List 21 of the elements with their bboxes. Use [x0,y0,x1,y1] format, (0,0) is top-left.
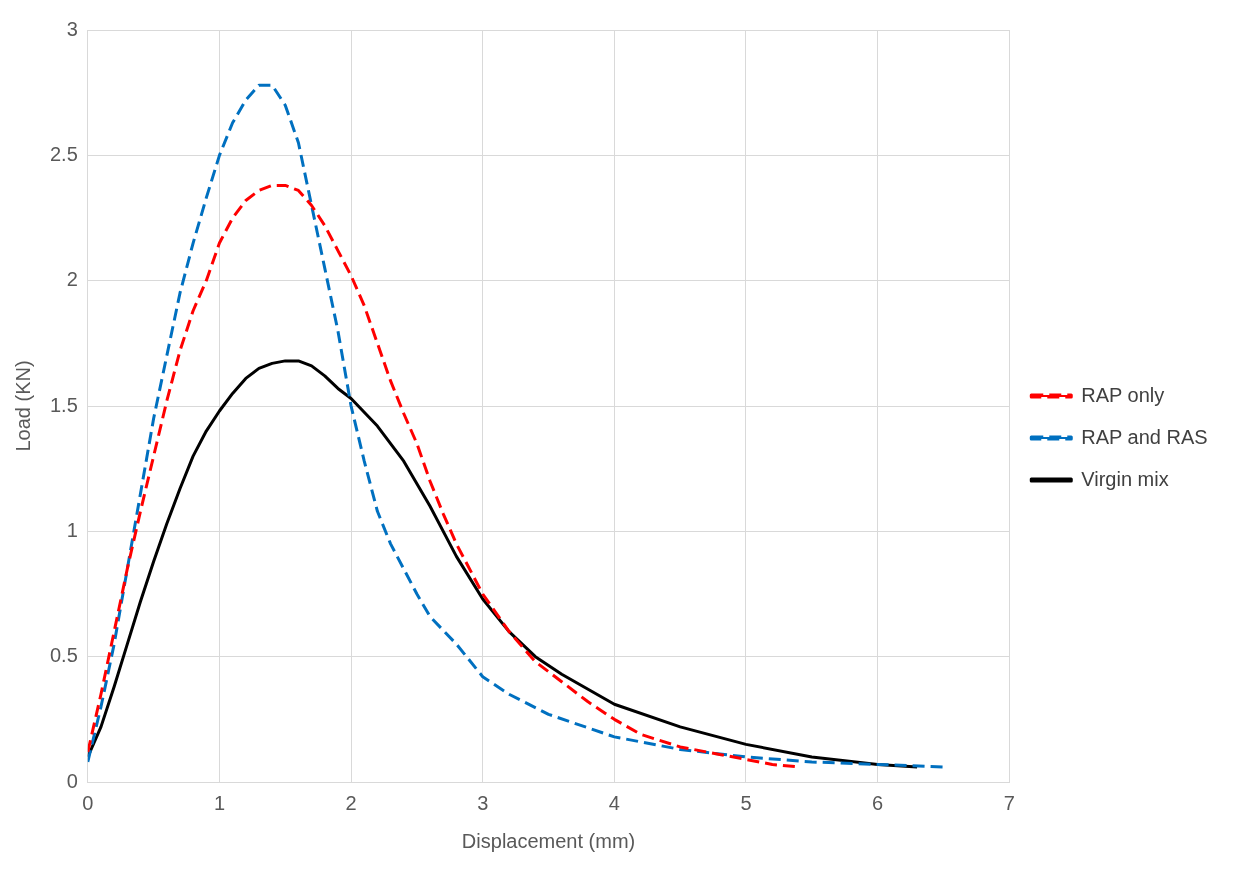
x-tick-label: 7 [1003,791,1015,814]
y-tick-label: 3 [66,17,78,40]
legend-label: RAP and RAS [1081,425,1208,448]
x-tick-label: 6 [872,791,884,814]
x-tick-label: 3 [477,791,489,814]
y-tick-label: 2.5 [49,142,78,165]
x-tick-label: 4 [608,791,620,814]
y-axis-title: Load (KN) [11,360,34,452]
y-tick-label: 1 [66,518,78,541]
y-tick-label: 0.5 [49,644,78,667]
legend-label: Virgin mix [1081,467,1169,490]
line-series [87,83,945,769]
x-axis-title: Displacement (mm) [461,829,636,852]
y-tick-label: 2 [66,268,78,291]
x-tick-label: 0 [82,791,94,814]
y-tick-label: 1.5 [49,393,78,416]
legend-label: RAP only [1081,383,1165,406]
x-tick-label: 1 [213,791,225,814]
x-tick-label: 2 [345,791,357,814]
x-tick-label: 5 [740,791,752,814]
y-tick-label: 0 [66,769,78,792]
